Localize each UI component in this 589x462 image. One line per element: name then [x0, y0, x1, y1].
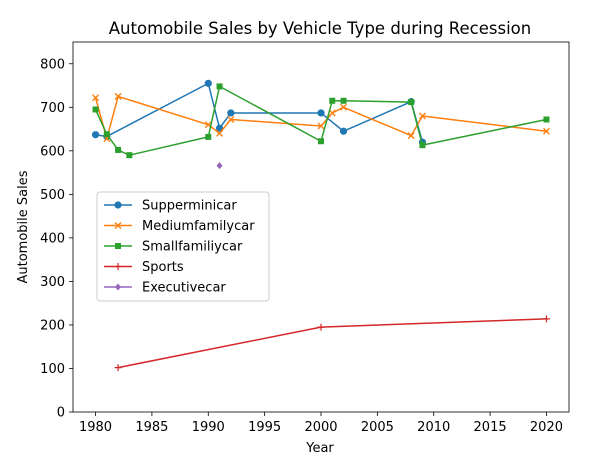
data-point	[543, 116, 550, 123]
data-point	[216, 83, 223, 90]
y-tick-label: 500	[40, 188, 65, 203]
data-point	[317, 109, 325, 117]
data-point	[340, 103, 348, 111]
data-point	[227, 115, 235, 123]
x-tick-label: 2010	[417, 420, 450, 435]
y-tick-label: 200	[40, 318, 65, 333]
data-point	[216, 162, 223, 170]
x-tick-label: 1995	[248, 420, 281, 435]
series-executivecar	[216, 162, 223, 170]
data-point	[407, 132, 415, 140]
y-axis-label: Automobile Sales	[16, 170, 31, 283]
legend-item: Executivecar	[104, 281, 226, 296]
legend-item: Smallfamiliycar	[104, 240, 243, 255]
chart-title: Automobile Sales by Vehicle Type during …	[109, 19, 531, 38]
data-point	[92, 94, 100, 102]
series-line	[94, 95, 547, 140]
y-tick-label: 400	[40, 231, 65, 246]
legend-box	[96, 191, 270, 302]
data-point	[227, 109, 235, 117]
data-point	[339, 127, 348, 135]
x-tick-label: 2000	[304, 420, 337, 435]
series-mediumfamilycar	[92, 92, 550, 143]
y-axis-ticks: 0 100 200 300 400 500 600 700 800	[40, 57, 73, 421]
y-tick-label: 0	[57, 406, 65, 421]
y-tick-label: 800	[40, 57, 65, 72]
legend-marker	[114, 222, 122, 229]
legend-label: Smallfamiliycar	[142, 240, 243, 255]
data-point	[205, 133, 212, 140]
legend-marker	[114, 201, 122, 209]
legend-label: Executivecar	[142, 281, 226, 296]
data-point	[91, 131, 100, 139]
y-tick-label: 600	[40, 144, 65, 159]
x-tick-label: 2015	[474, 420, 507, 435]
x-tick-label: 1980	[79, 420, 112, 435]
legend-marker	[115, 243, 121, 249]
legend-item: Supperminicar	[104, 199, 237, 214]
y-tick-label: 300	[40, 275, 65, 290]
legend-label: Mediumfamilycar	[142, 219, 255, 234]
plot-area	[72, 41, 570, 413]
y-tick-label: 700	[40, 101, 65, 116]
legend-marker	[114, 263, 122, 270]
x-tick-label: 1985	[135, 420, 168, 435]
legend-label: Sports	[142, 260, 184, 275]
data-point	[419, 142, 426, 149]
data-point	[317, 323, 325, 331]
data-point	[114, 92, 122, 100]
data-point	[92, 106, 99, 113]
x-tick-label: 1990	[192, 420, 225, 435]
data-point	[114, 364, 122, 372]
legend: Supperminicar Mediumfamilycar Smallfamiliy…	[96, 191, 270, 302]
data-point	[542, 127, 550, 135]
data-point	[126, 152, 133, 159]
x-tick-label: 2005	[361, 420, 394, 435]
data-point	[317, 122, 325, 130]
legend-item: Mediumfamilycar	[104, 219, 255, 234]
data-point	[340, 97, 347, 104]
data-point	[408, 99, 415, 106]
data-point	[328, 109, 336, 117]
data-point	[204, 79, 212, 87]
data-point	[215, 124, 224, 132]
legend-item: Sports	[104, 260, 184, 275]
series-smallfamiliycar	[92, 83, 550, 159]
x-tick-label: 2020	[530, 420, 563, 435]
y-tick-label: 100	[40, 362, 65, 377]
legend-marker	[115, 283, 121, 291]
series-sports	[114, 315, 550, 372]
data-point	[216, 129, 224, 137]
data-point	[542, 315, 550, 323]
data-point	[103, 131, 110, 138]
x-axis-label: Year	[305, 441, 334, 456]
data-point	[318, 138, 324, 145]
legend-label: Supperminicar	[142, 199, 237, 214]
x-axis-ticks: 1980 1985 1990 1995 2000 2005 2010 2015 2020	[79, 412, 563, 435]
data-point	[329, 97, 336, 104]
data-point	[418, 112, 426, 120]
data-point	[115, 146, 122, 153]
